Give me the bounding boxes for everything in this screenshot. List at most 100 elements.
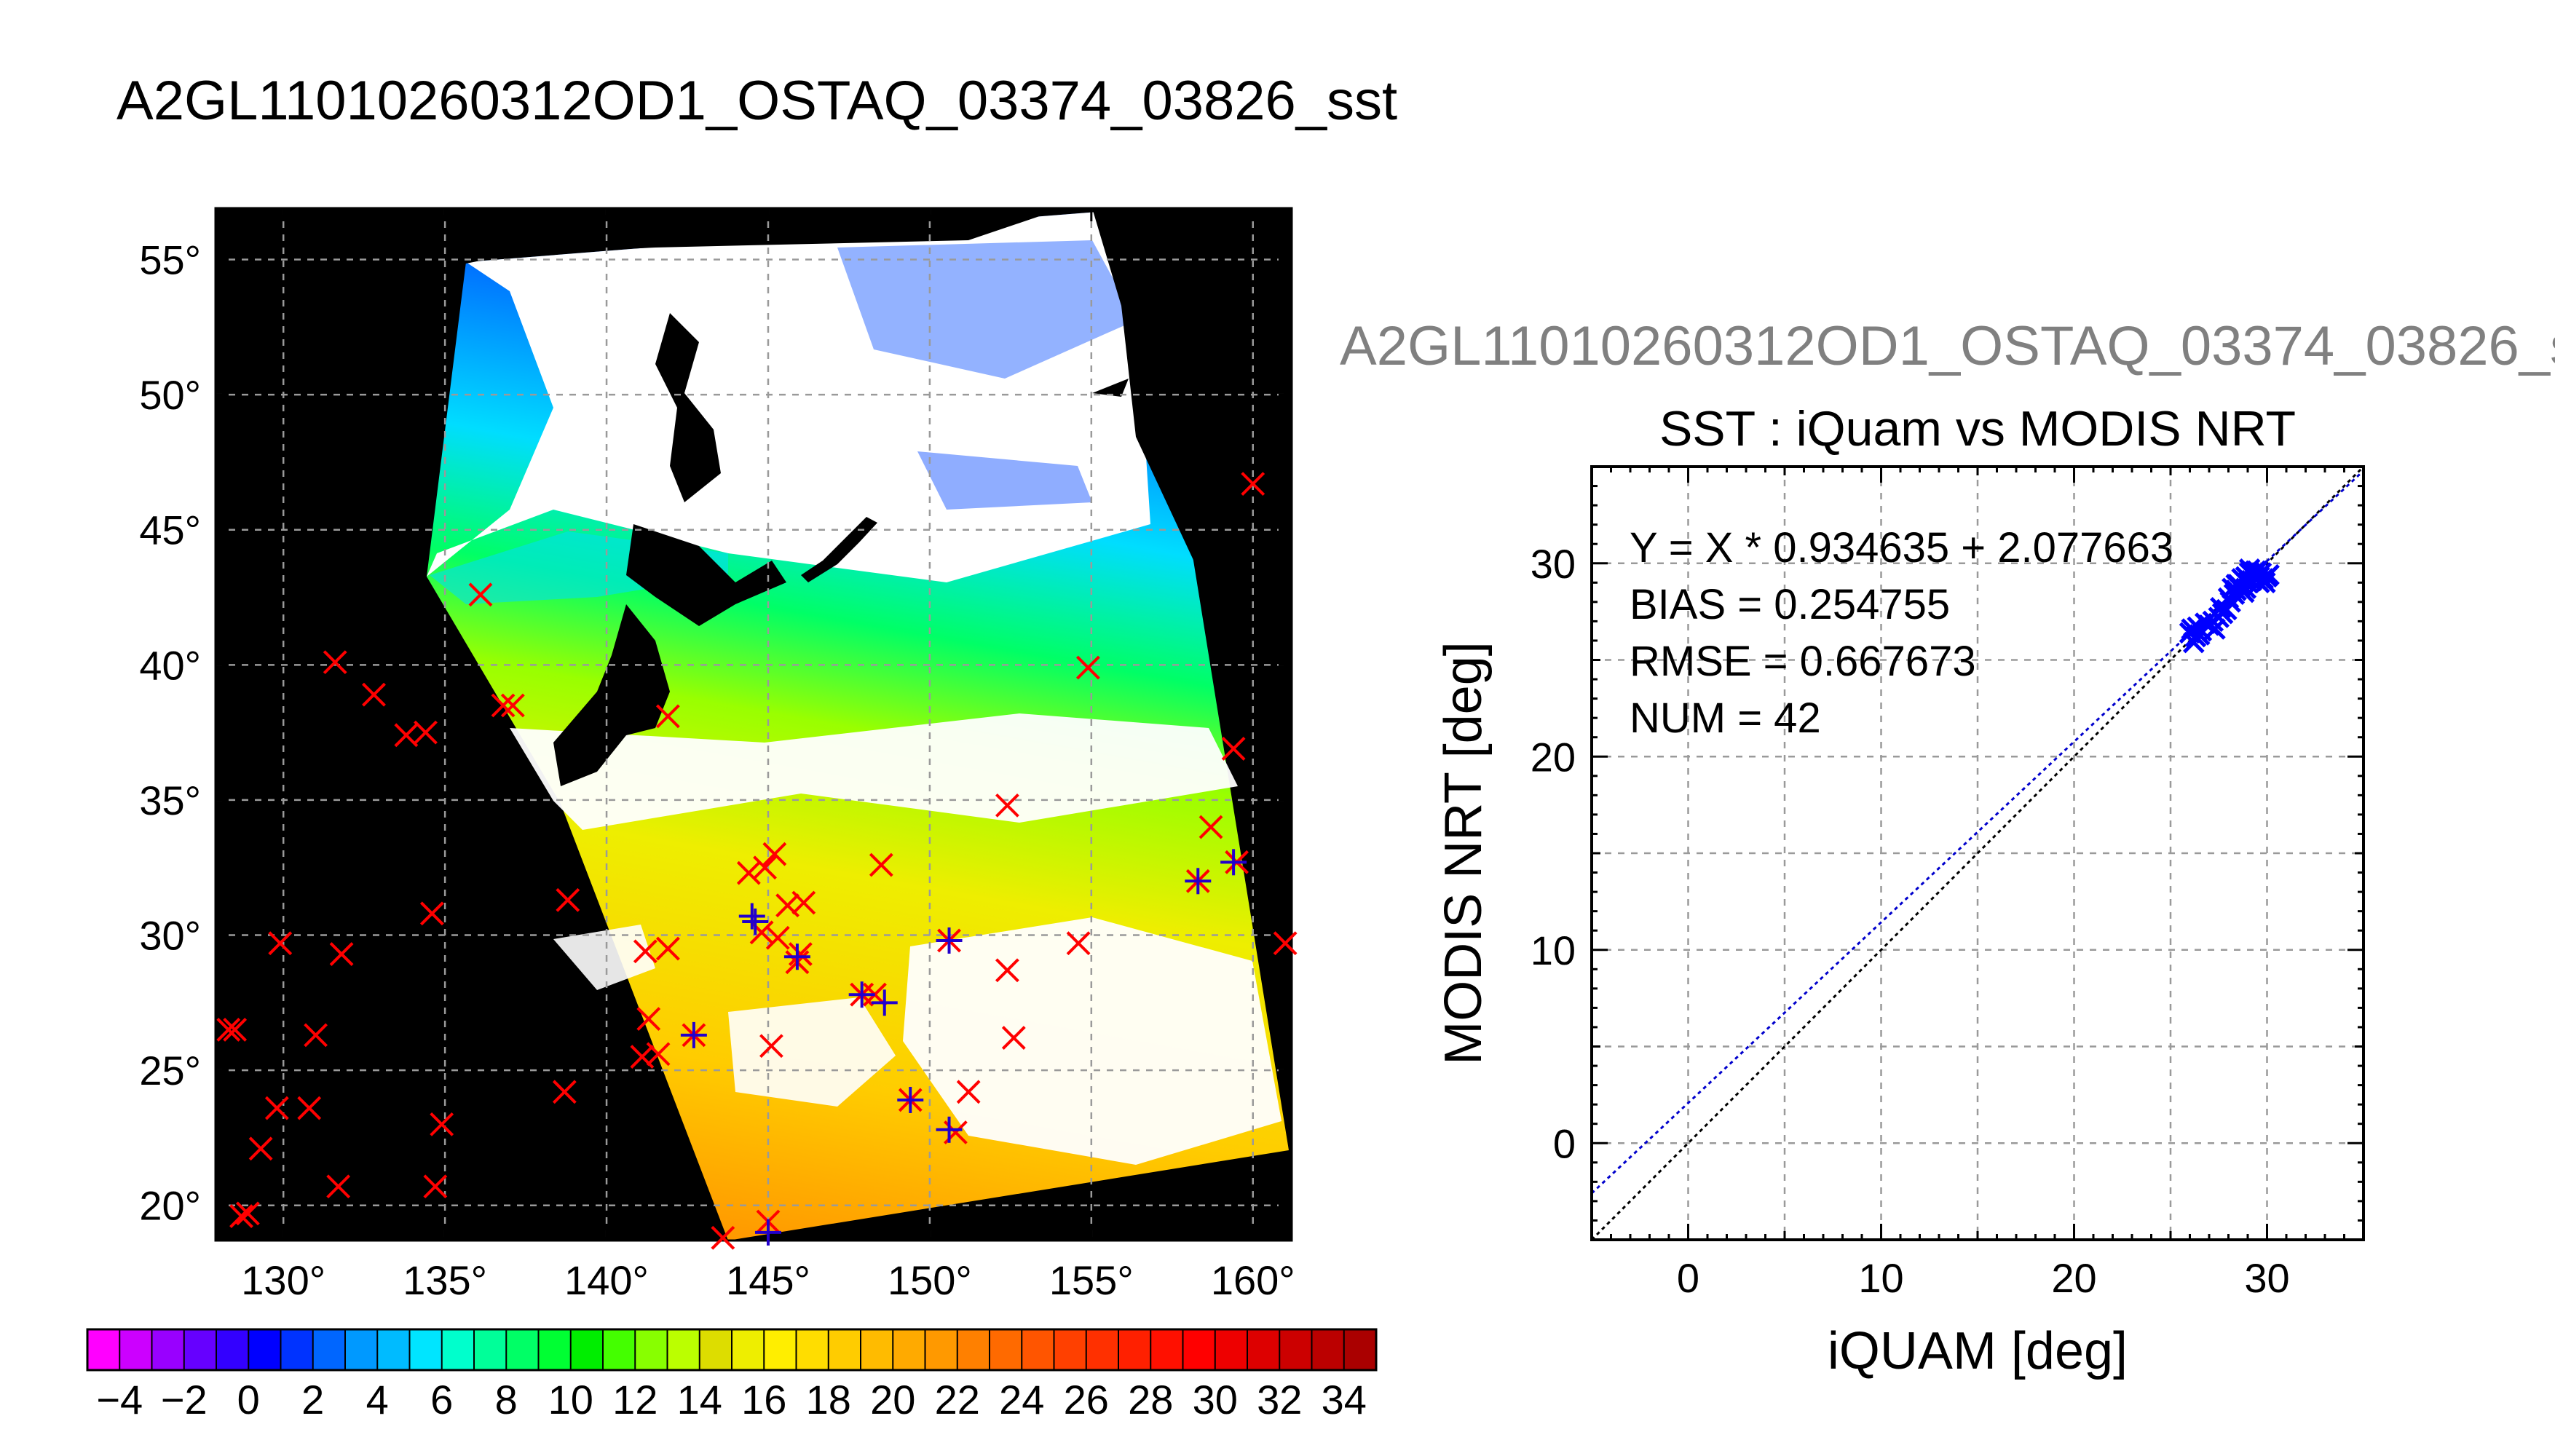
map-ticks [216,208,1292,1241]
matchup-marker-red [248,1136,273,1161]
colorbar-cell [635,1329,668,1370]
scatter-y-tick-label: 0 [1553,1120,1576,1166]
colorbar-cell [280,1329,314,1370]
matchup-marker-blue [738,903,765,930]
scatter-x-tick-label: 20 [2051,1255,2096,1301]
matchup-marker-blue [783,943,810,970]
matchup-marker-red [1241,472,1265,496]
marker-stroke [223,1018,248,1042]
map-lat-labels: 55° 50° 45° 40° 35° 30° 25° 20° [139,237,201,1229]
colorbar-label: 14 [677,1377,722,1423]
colorbar-cell [1086,1329,1119,1370]
marker-stroke [759,1034,783,1059]
colorbar-label: 34 [1322,1377,1367,1423]
point-stroke [2238,558,2261,580]
marker-stroke [630,1045,655,1069]
colorbar-label: 26 [1064,1377,1109,1423]
matchup-marker-blue [680,1021,707,1048]
scatter-point [2217,587,2240,609]
scatter-x-tick-label: 10 [1858,1255,1903,1301]
marker-stroke [655,936,680,961]
marker-stroke [1001,1026,1026,1051]
map-lat-label: 45° [139,507,201,553]
colorbar-cell [1247,1329,1280,1370]
matchup-marker-red [235,1201,260,1226]
scatter-point [2238,558,2261,580]
matchup-marker-red [414,720,438,745]
colorbar-cell [1311,1329,1345,1370]
matchup-marker-red [419,901,444,926]
marker-stroke [323,650,347,675]
matchup-marker-red [1075,655,1100,680]
marker-stroke [646,1042,671,1067]
scatter-y-tick-label: 20 [1531,734,1576,780]
colorbar-cell [893,1329,925,1370]
colorbar-cell [409,1329,443,1370]
colorbar-cell [1215,1329,1248,1370]
colorbar-label: 0 [237,1377,260,1423]
marker-stroke [414,720,438,745]
colorbar-cells [87,1329,1377,1370]
colorbar-label: 12 [612,1377,657,1423]
sst-map: 130° 135° 140° 145° 150° 155° 160° 55° 50° 45° 40… [139,207,1298,1303]
colorbar-label: 20 [870,1377,915,1423]
scatter-y-tick-labels: 0 10 20 30 [1531,541,1576,1167]
marker-stroke [229,1204,253,1229]
colorbar-cell [603,1329,636,1370]
scatter-y-tick-label: 10 [1531,927,1576,973]
marker-stroke [762,842,787,866]
matchup-marker-red [753,855,777,880]
patch-blue-2 [917,451,1092,510]
point-stroke [2258,563,2280,586]
land-sakhalin [655,313,721,502]
point-stroke [2235,577,2257,600]
matchup-marker-blue [936,927,963,954]
point-stroke [2217,587,2240,609]
map-lat-label: 30° [139,913,201,959]
patch-blue [837,240,1136,379]
marker-stroke [1221,736,1246,761]
map-lon-label: 160° [1211,1257,1295,1303]
marker-stroke [268,931,293,956]
colorbar-label: 4 [366,1377,389,1423]
marker-stroke [362,682,386,707]
colorbar-label: 32 [1257,1377,1302,1423]
colorbar-cell [699,1329,732,1370]
colorbar-cell [183,1329,217,1370]
secondary-title: A2GL11010260312OD1_OSTAQ_03374_03826_sst [1340,315,2555,377]
colorbar-cell [667,1329,700,1370]
matchup-marker-red [323,650,347,675]
colorbar-label: 6 [430,1377,453,1423]
marker-stroke [329,942,354,966]
colorbar-cell [216,1329,249,1370]
matchup-marker-blue [1185,868,1212,895]
map-lat-label: 55° [139,237,201,283]
matchup-marker-red [1221,736,1246,761]
colorbar-cell [345,1329,378,1370]
marker-stroke [995,793,1019,818]
map-frame [214,207,1293,1242]
scatter-x-label: iQUAM [deg] [1828,1322,2128,1380]
map-lat-label: 35° [139,778,201,823]
colorbar-labels: −4 −2 0 2 4 6 8 10 12 14 16 18 20 22 24 26 28 30 32 34 [96,1377,1367,1423]
marker-stroke [419,901,444,926]
matchup-marker-red [646,1042,671,1067]
land-kamchatka [1092,208,1292,1165]
map-lon-labels: 130° 135° 140° 145° 150° 155° 160° [241,1257,1295,1303]
colorbar-cell [861,1329,893,1370]
colorbar-cell [1182,1329,1216,1370]
colorbar-cell [312,1329,346,1370]
land-island [1092,379,1129,397]
matchup-marker-red [423,1174,448,1199]
marker-stroke [491,693,516,718]
scatter-point [2244,560,2267,582]
marker-stroke [636,1007,661,1032]
scatter-plot: SST : iQuam vs MODIS NRT 0 10 20 30 0 10 20 30… [1434,401,2365,1380]
land-kuril-islands [801,517,877,582]
marker-stroke [1075,655,1100,680]
matchup-marker-red [556,887,580,912]
matchup-marker-red [711,1225,735,1250]
scatter-y-label: MODIS NRT [deg] [1434,641,1493,1065]
main-title: A2GL11010260312OD1_OSTAQ_03374_03826_sst [117,70,1398,132]
colorbar-cell [151,1329,185,1370]
